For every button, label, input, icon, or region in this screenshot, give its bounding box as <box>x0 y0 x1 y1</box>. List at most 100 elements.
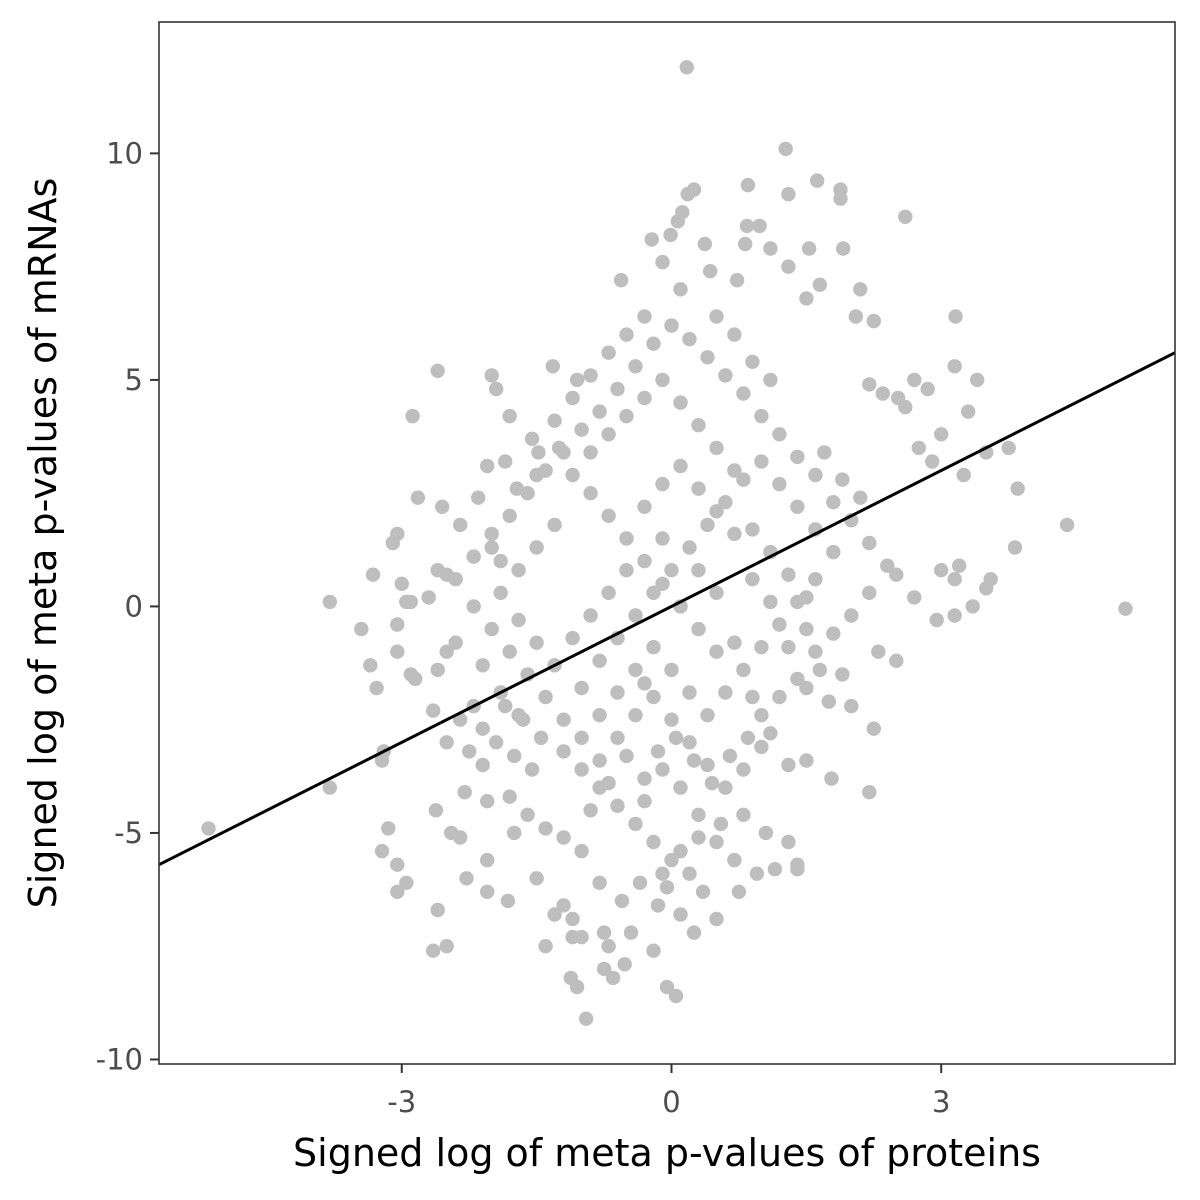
scatter-point <box>844 608 859 623</box>
scatter-point <box>739 218 755 234</box>
scatter-point <box>709 440 724 456</box>
scatter-point <box>529 871 544 886</box>
scatter-point <box>502 508 517 523</box>
scatter-point <box>489 381 504 397</box>
scatter-point <box>889 567 904 582</box>
scatter-point <box>790 671 805 687</box>
scatter-point <box>578 1011 594 1026</box>
scatter-point <box>475 658 490 673</box>
scatter-point <box>664 712 679 727</box>
scatter-point <box>650 744 666 759</box>
scatter-point <box>565 390 580 406</box>
scatter-point <box>682 331 697 347</box>
scatter-point <box>727 852 742 868</box>
scatter-point <box>1001 440 1016 456</box>
scatter-point <box>439 735 454 750</box>
scatter-point <box>592 875 607 890</box>
scatter-point <box>826 544 841 560</box>
scatter-point <box>365 567 381 582</box>
scatter-point <box>727 463 742 478</box>
scatter-point <box>866 721 881 736</box>
scatter-point <box>556 712 571 727</box>
scatter-point <box>880 558 895 573</box>
scatter-point <box>745 354 760 369</box>
scatter-point <box>682 735 697 750</box>
scatter-point <box>889 653 904 668</box>
scatter-point <box>655 254 670 270</box>
scatter-point <box>862 377 877 392</box>
scatter-point <box>592 708 607 723</box>
scatter-point <box>605 970 621 986</box>
scatter-point <box>664 852 679 868</box>
scatter-point <box>682 866 697 881</box>
scatter-point <box>520 486 535 501</box>
scatter-point <box>729 273 745 288</box>
scatter-point <box>502 789 517 804</box>
scatter-point <box>713 816 729 832</box>
scatter-point <box>655 476 670 492</box>
scatter-point <box>952 558 967 573</box>
scatter-point <box>947 608 962 623</box>
scatter-point <box>632 875 648 890</box>
scatter-point <box>498 454 513 469</box>
scatter-point <box>871 644 886 659</box>
scatter-point <box>520 807 535 822</box>
scatter-point <box>808 467 823 483</box>
scatter-point <box>363 658 378 673</box>
scatter-point <box>619 563 634 578</box>
scatter-point <box>736 472 751 487</box>
scatter-point <box>448 635 463 650</box>
x-axis: -3 0 3 <box>387 1064 950 1119</box>
scatter-point <box>565 911 580 927</box>
scatter-point <box>731 884 747 899</box>
scatter-point <box>808 644 823 659</box>
scatter-point <box>727 526 742 542</box>
scatter-point <box>399 875 414 890</box>
scatter-point <box>763 241 778 256</box>
scatter-point <box>428 803 444 818</box>
scatter-point <box>709 911 724 927</box>
scatter-point <box>655 576 670 591</box>
scatter-point <box>601 775 616 791</box>
scatter-point <box>664 318 679 333</box>
scatter-point <box>435 499 450 514</box>
scatter-point <box>824 771 839 786</box>
scatter-point <box>484 621 499 637</box>
scatter-point <box>673 780 688 795</box>
regression-line <box>158 351 1176 867</box>
scatter-point <box>679 60 694 75</box>
scatter-point <box>682 540 697 555</box>
scatter-point <box>533 730 549 745</box>
x-tick-label: -3 <box>387 1085 416 1119</box>
y-tick-label: 0 <box>125 589 143 623</box>
scatter-point <box>574 730 589 745</box>
scatter-point <box>369 680 384 696</box>
scatter-point <box>374 843 390 859</box>
scatter-point <box>405 408 420 424</box>
scatter-point <box>898 209 913 224</box>
scatter-point <box>799 753 814 768</box>
scatter-point <box>754 408 769 424</box>
scatter-point <box>934 563 949 578</box>
scatter-point <box>592 753 607 768</box>
scatter-point <box>556 744 571 759</box>
scatter-point <box>772 617 787 632</box>
scatter-point <box>531 445 546 460</box>
scatter-point <box>704 775 720 791</box>
scatter-point <box>583 486 598 501</box>
scatter-point <box>489 735 504 750</box>
scatter-point <box>718 780 733 795</box>
scatter-point <box>574 422 589 437</box>
scatter-point <box>502 408 517 424</box>
scatter-point <box>668 730 684 745</box>
scatter-point <box>934 427 949 442</box>
scatter-point <box>637 553 652 569</box>
scatter-point <box>697 236 712 252</box>
scatter-point <box>898 399 913 415</box>
scatter-point <box>727 635 742 650</box>
scatter-point <box>601 585 616 600</box>
scatter-point <box>722 748 738 764</box>
scatter-point <box>484 540 499 555</box>
scatter-point <box>835 667 850 682</box>
scatter-point <box>610 381 625 397</box>
